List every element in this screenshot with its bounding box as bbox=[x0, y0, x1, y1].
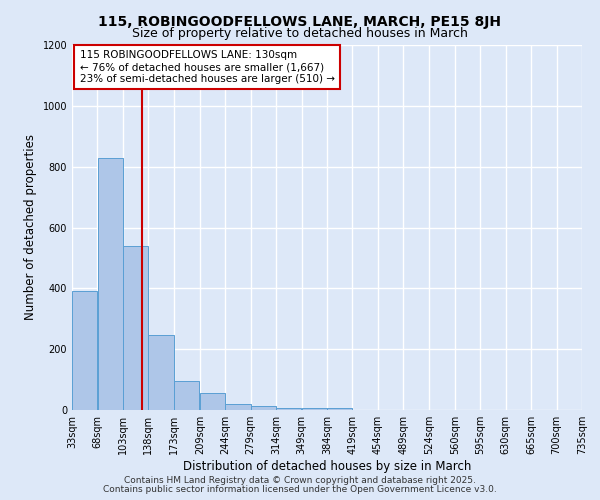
Bar bbox=[200, 394, 225, 410]
Bar bbox=[123, 246, 148, 410]
Bar bbox=[251, 406, 276, 410]
Text: Contains HM Land Registry data © Crown copyright and database right 2025.: Contains HM Land Registry data © Crown c… bbox=[124, 476, 476, 485]
Bar bbox=[174, 381, 199, 410]
Bar bbox=[148, 336, 173, 410]
Bar bbox=[98, 158, 122, 410]
Text: 115, ROBINGOODFELLOWS LANE, MARCH, PE15 8JH: 115, ROBINGOODFELLOWS LANE, MARCH, PE15 … bbox=[98, 15, 502, 29]
Y-axis label: Number of detached properties: Number of detached properties bbox=[24, 134, 37, 320]
Bar bbox=[327, 408, 352, 410]
Bar bbox=[302, 408, 327, 410]
Text: Size of property relative to detached houses in March: Size of property relative to detached ho… bbox=[132, 28, 468, 40]
Text: 115 ROBINGOODFELLOWS LANE: 130sqm
← 76% of detached houses are smaller (1,667)
2: 115 ROBINGOODFELLOWS LANE: 130sqm ← 76% … bbox=[80, 50, 335, 84]
Bar bbox=[72, 292, 97, 410]
Bar bbox=[277, 408, 301, 410]
Text: Contains public sector information licensed under the Open Government Licence v3: Contains public sector information licen… bbox=[103, 484, 497, 494]
X-axis label: Distribution of detached houses by size in March: Distribution of detached houses by size … bbox=[183, 460, 471, 473]
Bar bbox=[226, 404, 251, 410]
